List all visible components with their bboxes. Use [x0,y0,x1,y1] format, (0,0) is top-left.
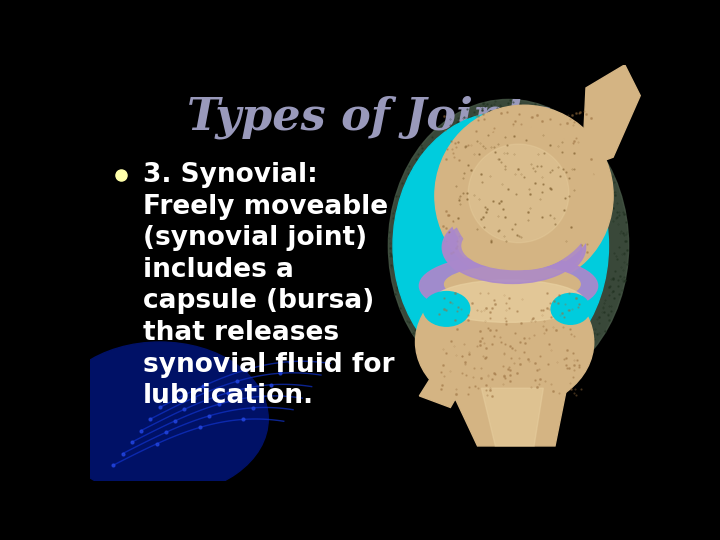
Ellipse shape [446,119,601,273]
Text: includes a: includes a [143,257,294,283]
Polygon shape [419,365,466,408]
Ellipse shape [442,209,585,286]
Text: capsule (bursa): capsule (bursa) [143,288,374,314]
Ellipse shape [460,213,572,271]
Ellipse shape [444,214,581,284]
Polygon shape [451,388,567,446]
Text: (synovial joint): (synovial joint) [143,225,367,251]
Polygon shape [482,388,544,446]
Ellipse shape [462,222,570,269]
Ellipse shape [51,342,269,496]
Ellipse shape [451,127,597,269]
Ellipse shape [419,255,598,316]
Text: lubrication.: lubrication. [143,383,314,409]
Ellipse shape [466,140,575,244]
Ellipse shape [423,292,469,326]
Ellipse shape [462,167,555,248]
Ellipse shape [433,280,584,322]
Polygon shape [582,65,640,168]
Ellipse shape [435,105,613,286]
Ellipse shape [468,144,569,242]
Ellipse shape [444,266,580,303]
Text: that releases: that releases [143,320,339,346]
Text: Types of Joints: Types of Joints [187,96,551,139]
Text: synovial fluid for: synovial fluid for [143,352,395,377]
Ellipse shape [393,113,608,379]
Ellipse shape [388,99,629,392]
Ellipse shape [456,132,576,244]
Ellipse shape [551,293,590,325]
Ellipse shape [458,217,573,272]
Text: Freely moveable: Freely moveable [143,193,388,220]
Ellipse shape [415,273,594,411]
Text: 3. Synovial:: 3. Synovial: [143,162,318,188]
